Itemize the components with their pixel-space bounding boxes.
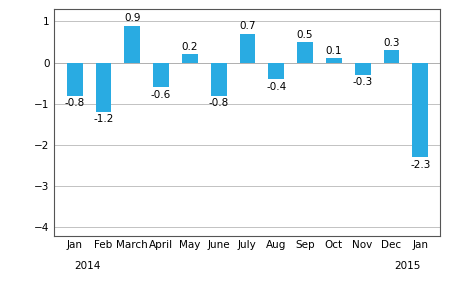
Text: 2014: 2014 bbox=[74, 261, 101, 271]
Text: -1.2: -1.2 bbox=[93, 114, 114, 124]
Text: -0.3: -0.3 bbox=[352, 77, 373, 87]
Bar bbox=[355, 63, 370, 75]
Text: 0.7: 0.7 bbox=[239, 21, 256, 31]
Bar bbox=[412, 63, 428, 157]
Text: -2.3: -2.3 bbox=[410, 160, 430, 170]
Text: 0.1: 0.1 bbox=[326, 46, 342, 56]
Bar bbox=[240, 34, 255, 63]
Bar bbox=[297, 42, 313, 63]
Text: -0.8: -0.8 bbox=[208, 98, 229, 108]
Bar bbox=[268, 63, 284, 79]
Text: 0.5: 0.5 bbox=[297, 30, 313, 40]
Text: 2015: 2015 bbox=[394, 261, 420, 271]
Bar bbox=[95, 63, 111, 112]
Bar bbox=[153, 63, 169, 87]
Text: 0.2: 0.2 bbox=[182, 42, 198, 52]
Text: 0.3: 0.3 bbox=[383, 38, 400, 48]
Text: -0.8: -0.8 bbox=[64, 98, 85, 108]
Bar bbox=[124, 26, 140, 63]
Bar bbox=[211, 63, 227, 95]
Text: 0.9: 0.9 bbox=[124, 13, 140, 23]
Bar bbox=[326, 59, 342, 63]
Bar bbox=[182, 54, 198, 63]
Text: -0.6: -0.6 bbox=[151, 90, 171, 100]
Bar bbox=[384, 50, 400, 63]
Text: -0.4: -0.4 bbox=[266, 82, 286, 92]
Bar bbox=[67, 63, 83, 95]
